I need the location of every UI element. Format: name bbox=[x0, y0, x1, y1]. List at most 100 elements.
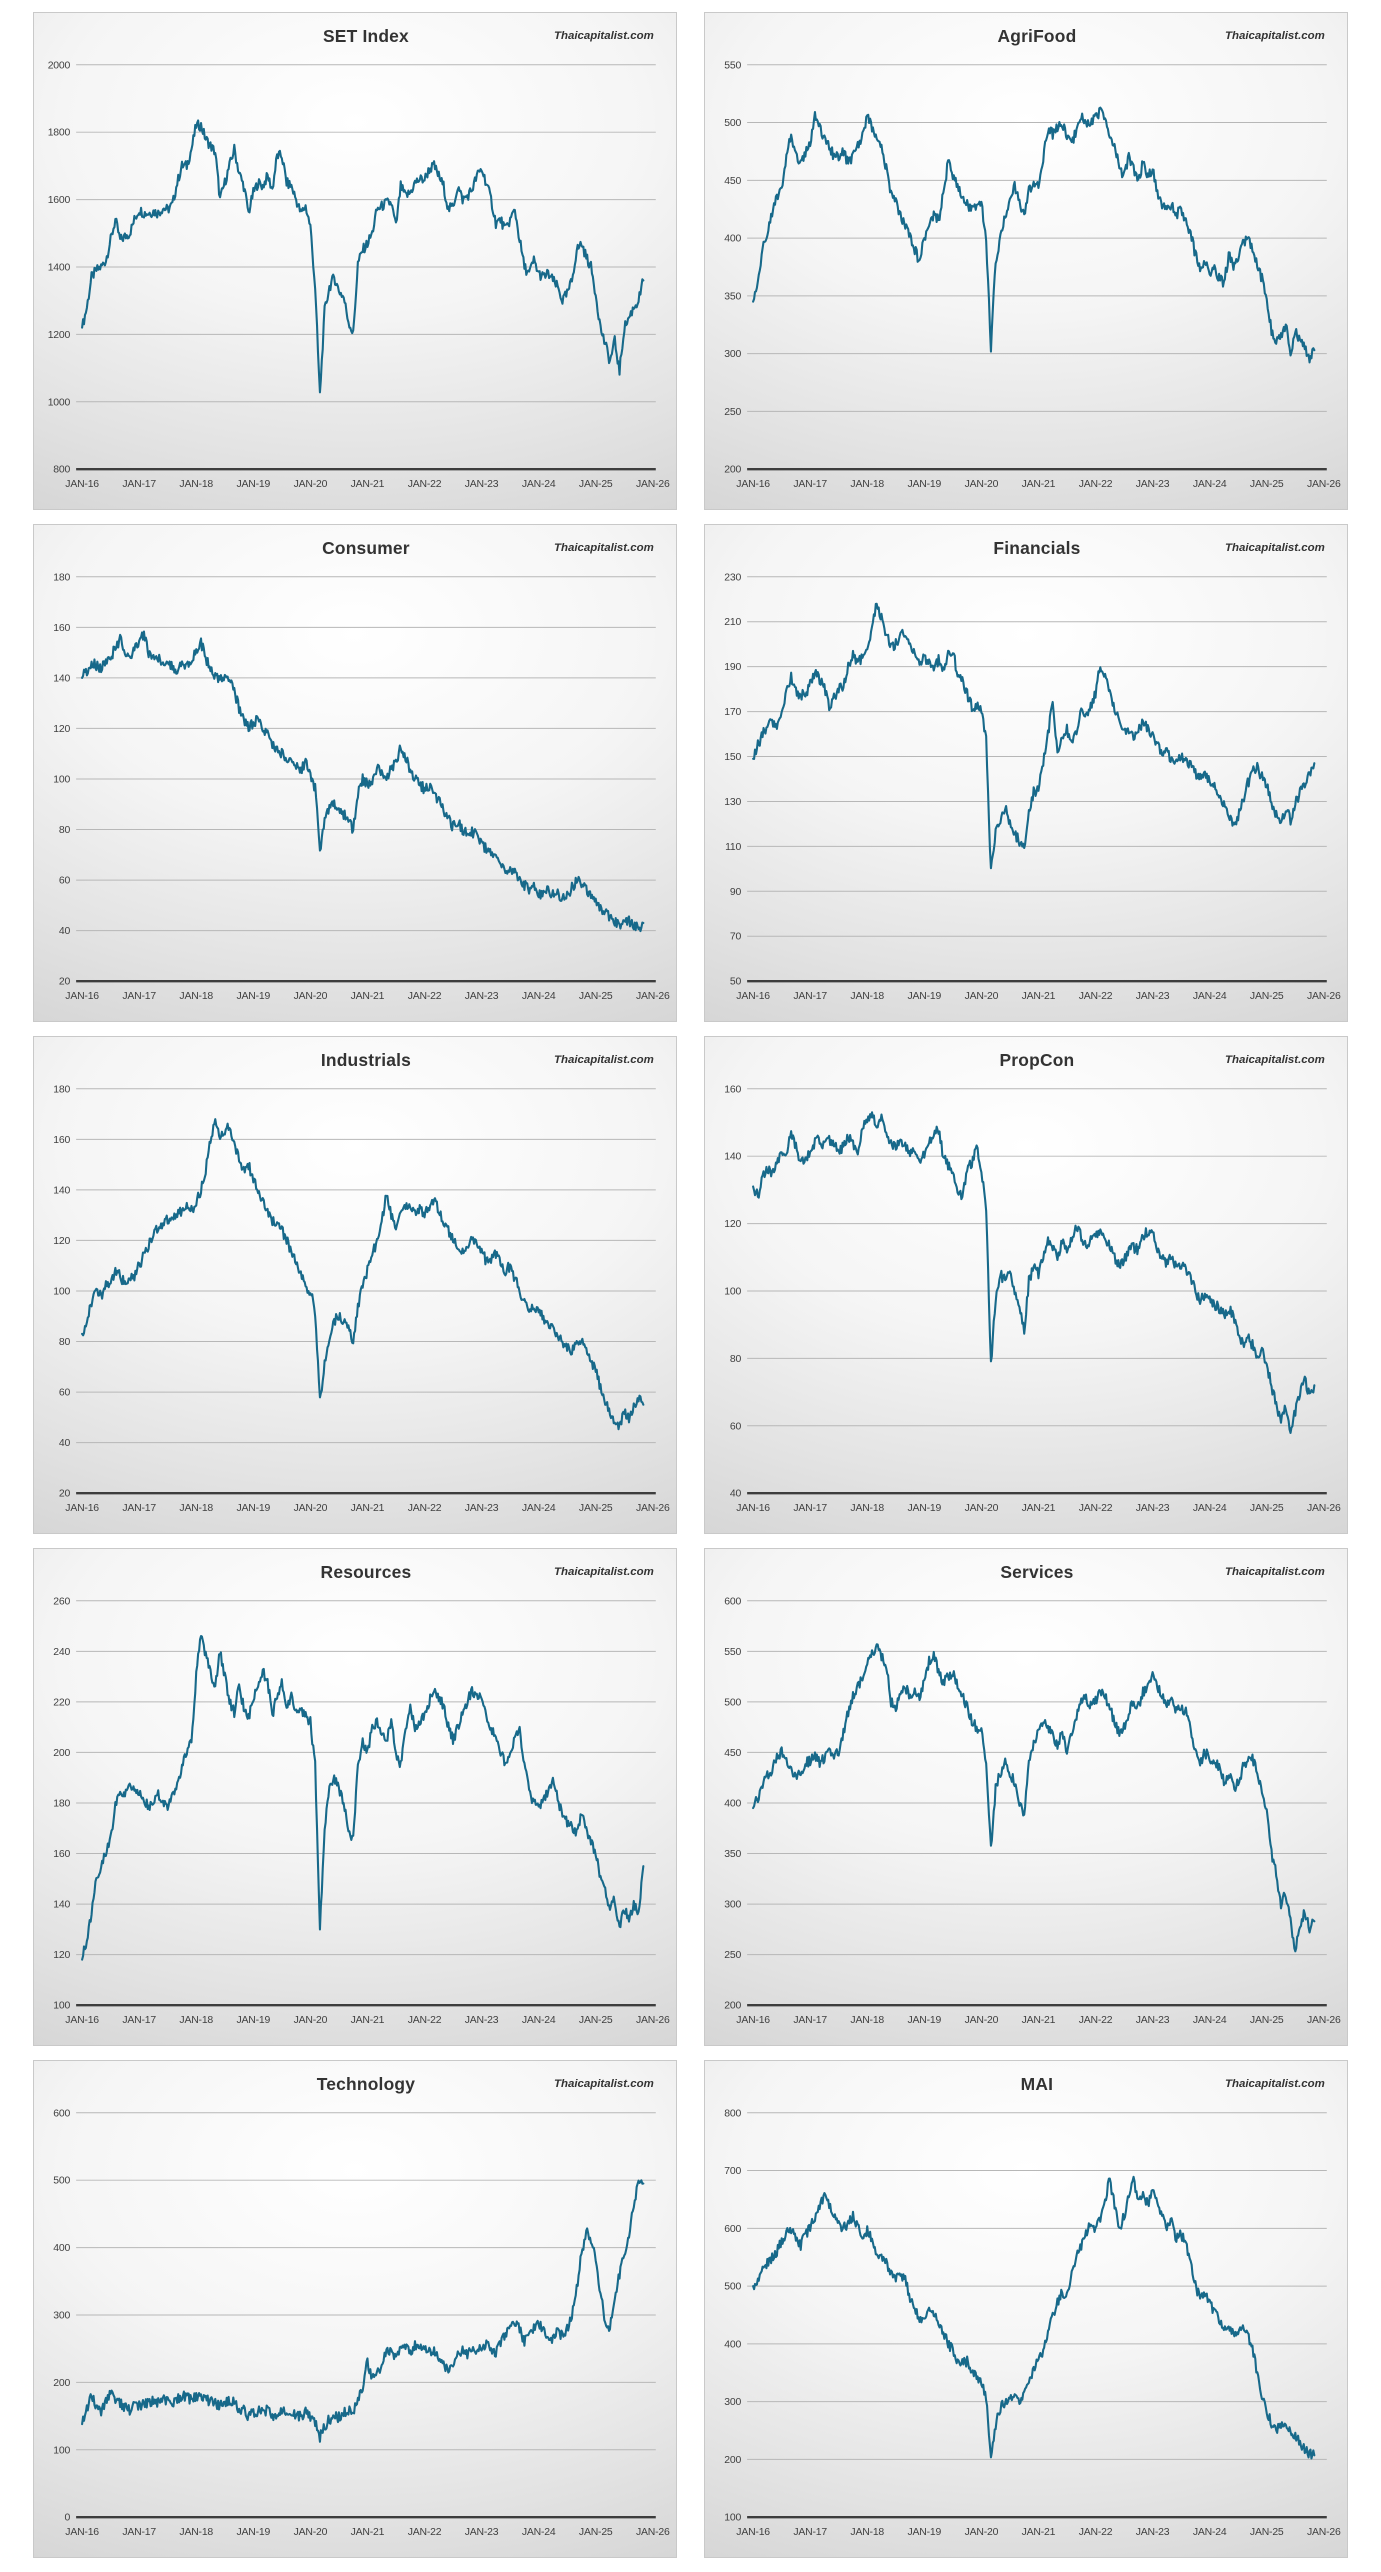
x-axis-label: JAN-20 bbox=[965, 1503, 999, 1514]
price-line bbox=[81, 1118, 645, 1431]
x-axis-label: JAN-20 bbox=[965, 2015, 999, 2026]
chart-panel: 160 140 120 100 80 60 40 JAN-16 JAN-17 JAN-18 JAN-… bbox=[704, 1036, 1348, 1534]
x-axis-label: JAN-24 bbox=[1193, 1503, 1227, 1514]
x-axis-label: JAN-22 bbox=[1079, 479, 1113, 490]
watermark: Thaicapitalist.com bbox=[554, 1566, 654, 1578]
y-axis-label: 230 bbox=[724, 572, 741, 583]
x-axis-label: JAN-25 bbox=[579, 1503, 613, 1514]
y-axis-label: 100 bbox=[53, 1286, 70, 1297]
y-axis-label: 80 bbox=[730, 1354, 742, 1365]
chart-title: Technology bbox=[317, 2074, 415, 2094]
y-axis-label: 400 bbox=[724, 234, 741, 245]
y-axis-label: 500 bbox=[53, 2176, 70, 2187]
x-axis-label: JAN-24 bbox=[1193, 479, 1227, 490]
x-axis-label: JAN-22 bbox=[408, 1503, 442, 1514]
watermark: Thaicapitalist.com bbox=[1225, 1566, 1325, 1578]
price-line bbox=[752, 1643, 1316, 1953]
x-axis-label: JAN-16 bbox=[65, 2015, 99, 2026]
y-axis-label: 200 bbox=[724, 465, 741, 476]
x-axis-label: JAN-18 bbox=[179, 2015, 213, 2026]
chart-title: Industrials bbox=[321, 1050, 411, 1070]
x-axis-label: JAN-20 bbox=[294, 1503, 328, 1514]
watermark: Thaicapitalist.com bbox=[554, 1054, 654, 1066]
y-axis-label: 20 bbox=[59, 977, 71, 988]
y-axis-label: 110 bbox=[725, 842, 741, 853]
x-axis-label: JAN-24 bbox=[522, 2015, 556, 2026]
x-axis-label: JAN-24 bbox=[522, 991, 556, 1002]
chart-panel: 600 550 500 450 400 350 300 250 200 JAN-16 JAN-17 J… bbox=[704, 1548, 1348, 2046]
x-axis-label: JAN-16 bbox=[736, 991, 770, 1002]
x-axis-label: JAN-19 bbox=[237, 2015, 271, 2026]
y-axis-label: 400 bbox=[724, 2339, 741, 2350]
x-axis-label: JAN-24 bbox=[1193, 991, 1227, 1002]
y-axis-label: 180 bbox=[53, 572, 70, 583]
x-axis-label: JAN-25 bbox=[579, 479, 613, 490]
y-axis-label: 40 bbox=[59, 926, 71, 937]
y-axis-label: 1000 bbox=[48, 397, 71, 408]
x-axis-label: JAN-23 bbox=[1136, 1503, 1170, 1514]
x-axis-label: JAN-25 bbox=[579, 2015, 613, 2026]
x-axis-label: JAN-26 bbox=[1307, 479, 1341, 490]
x-axis-label: JAN-17 bbox=[793, 2527, 827, 2538]
x-axis-label: JAN-22 bbox=[1079, 2015, 1113, 2026]
y-axis-label: 80 bbox=[59, 1337, 71, 1348]
chart-title: PropCon bbox=[1000, 1050, 1075, 1070]
x-axis-label: JAN-17 bbox=[793, 2015, 827, 2026]
x-axis-label: JAN-17 bbox=[122, 991, 156, 1002]
chart-canvas: 550 500 450 400 350 300 250 200 JAN-16 JAN-17 JAN-… bbox=[724, 26, 1341, 490]
y-axis-label: 170 bbox=[724, 707, 741, 718]
y-axis-label: 1200 bbox=[48, 330, 71, 341]
y-axis-label: 260 bbox=[53, 1596, 70, 1607]
watermark: Thaicapitalist.com bbox=[1225, 1054, 1325, 1066]
x-axis-label: JAN-20 bbox=[965, 2527, 999, 2538]
price-line bbox=[752, 2175, 1316, 2460]
y-axis-label: 140 bbox=[53, 1900, 70, 1911]
price-line bbox=[81, 1635, 645, 1961]
x-axis-label: JAN-20 bbox=[294, 2015, 328, 2026]
x-axis-label: JAN-21 bbox=[351, 2015, 385, 2026]
x-axis-label: JAN-21 bbox=[1022, 991, 1056, 1002]
x-axis-label: JAN-23 bbox=[465, 2015, 499, 2026]
price-line bbox=[81, 2179, 645, 2443]
y-axis-label: 80 bbox=[59, 825, 71, 836]
x-axis-label: JAN-25 bbox=[579, 2527, 613, 2538]
y-axis-label: 220 bbox=[53, 1697, 70, 1708]
y-axis-label: 190 bbox=[724, 662, 741, 673]
x-axis-label: JAN-25 bbox=[1250, 2015, 1284, 2026]
x-axis-label: JAN-18 bbox=[179, 479, 213, 490]
y-axis-label: 200 bbox=[724, 2001, 741, 2012]
x-axis-label: JAN-18 bbox=[179, 1503, 213, 1514]
y-axis-label: 1400 bbox=[48, 262, 71, 273]
x-axis-label: JAN-23 bbox=[1136, 991, 1170, 1002]
x-axis-label: JAN-17 bbox=[122, 2015, 156, 2026]
y-axis-label: 700 bbox=[724, 2166, 741, 2177]
y-axis-label: 40 bbox=[59, 1438, 71, 1449]
x-axis-label: JAN-18 bbox=[179, 991, 213, 1002]
x-axis-label: JAN-25 bbox=[1250, 1503, 1284, 1514]
chart-title: Services bbox=[1000, 1562, 1073, 1582]
price-line bbox=[752, 106, 1316, 364]
x-axis-label: JAN-24 bbox=[1193, 2015, 1227, 2026]
y-axis-label: 60 bbox=[730, 1421, 742, 1432]
price-line bbox=[81, 119, 645, 394]
x-axis-label: JAN-18 bbox=[850, 2527, 884, 2538]
x-axis-label: JAN-24 bbox=[522, 479, 556, 490]
x-axis-label: JAN-24 bbox=[522, 2527, 556, 2538]
x-axis-label: JAN-22 bbox=[1079, 1503, 1113, 1514]
y-axis-label: 160 bbox=[53, 623, 70, 634]
y-axis-label: 300 bbox=[53, 2310, 70, 2321]
y-axis-label: 300 bbox=[724, 349, 741, 360]
x-axis-label: JAN-17 bbox=[793, 991, 827, 1002]
chart-panel: 600 500 400 300 200 100 0 JAN-16 JAN-17 JAN-18 JAN… bbox=[33, 2060, 677, 2558]
chart-title: Resources bbox=[321, 1562, 412, 1582]
chart-canvas: 180 160 140 120 100 80 60 40 20 JAN-16 JAN-17 JAN-1… bbox=[53, 1050, 670, 1514]
chart-title: Financials bbox=[993, 538, 1080, 558]
x-axis-label: JAN-16 bbox=[736, 1503, 770, 1514]
x-axis-label: JAN-21 bbox=[1022, 1503, 1056, 1514]
x-axis-label: JAN-19 bbox=[237, 991, 271, 1002]
x-axis-label: JAN-26 bbox=[636, 2527, 670, 2538]
chart-panel: 180 160 140 120 100 80 60 40 20 JAN-16 JAN-17 JAN-1… bbox=[33, 524, 677, 1022]
y-axis-label: 160 bbox=[53, 1849, 70, 1860]
watermark: Thaicapitalist.com bbox=[554, 542, 654, 554]
